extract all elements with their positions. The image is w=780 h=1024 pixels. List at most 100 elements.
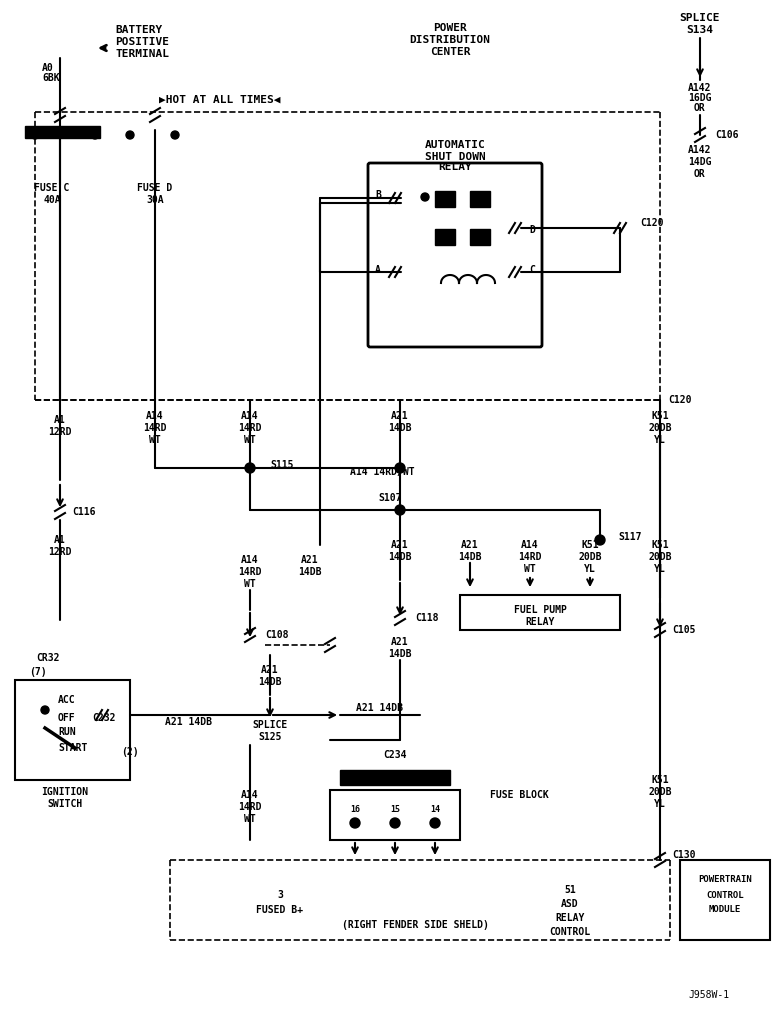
Bar xyxy=(460,595,620,630)
Text: S107: S107 xyxy=(378,493,402,503)
Text: 16: 16 xyxy=(350,806,360,814)
Text: A142: A142 xyxy=(688,83,711,93)
Text: FUSE BLOCK: FUSE BLOCK xyxy=(490,790,549,800)
Bar xyxy=(470,229,490,245)
Text: C105: C105 xyxy=(672,625,696,635)
Text: A21 14DB: A21 14DB xyxy=(165,717,212,727)
Text: K51: K51 xyxy=(651,411,668,421)
Text: CONTROL: CONTROL xyxy=(706,891,744,899)
Text: TERMINAL: TERMINAL xyxy=(115,49,169,59)
Text: 14: 14 xyxy=(430,806,440,814)
Text: (2): (2) xyxy=(121,746,139,757)
Text: YL: YL xyxy=(584,564,596,574)
Text: 12RD: 12RD xyxy=(48,547,72,557)
Text: 14RD: 14RD xyxy=(238,567,262,577)
Circle shape xyxy=(41,706,49,714)
Circle shape xyxy=(126,131,134,139)
Text: A: A xyxy=(375,265,381,275)
Text: A142: A142 xyxy=(688,145,711,155)
Text: YL: YL xyxy=(654,799,666,809)
Text: 51: 51 xyxy=(564,885,576,895)
Bar xyxy=(435,191,455,207)
Text: B: B xyxy=(375,190,381,200)
Text: A14: A14 xyxy=(521,540,539,550)
Text: IGNITION: IGNITION xyxy=(41,787,88,797)
Text: DISTRIBUTION: DISTRIBUTION xyxy=(410,35,491,45)
Text: C118: C118 xyxy=(415,613,438,623)
Text: CENTER: CENTER xyxy=(430,47,470,57)
Text: POSITIVE: POSITIVE xyxy=(115,37,169,47)
Text: 14RD: 14RD xyxy=(238,802,262,812)
Circle shape xyxy=(350,818,360,828)
Text: C234: C234 xyxy=(383,750,406,760)
Text: 30A: 30A xyxy=(146,195,164,205)
Circle shape xyxy=(390,818,400,828)
Text: FUSE D: FUSE D xyxy=(137,183,172,193)
Text: A14: A14 xyxy=(146,411,164,421)
Text: 14DB: 14DB xyxy=(388,552,412,562)
Circle shape xyxy=(430,818,440,828)
Text: RUN: RUN xyxy=(58,727,76,737)
Text: WT: WT xyxy=(244,435,256,445)
Text: 3: 3 xyxy=(277,890,283,900)
Text: A21: A21 xyxy=(461,540,479,550)
Bar xyxy=(470,191,490,207)
Circle shape xyxy=(91,131,99,139)
Text: 14RD: 14RD xyxy=(144,423,167,433)
Text: FUSE C: FUSE C xyxy=(34,183,69,193)
Text: BATTERY: BATTERY xyxy=(115,25,162,35)
Text: WT: WT xyxy=(244,814,256,824)
Circle shape xyxy=(395,463,405,473)
Text: SPLICE: SPLICE xyxy=(679,13,720,23)
Text: 14RD: 14RD xyxy=(238,423,262,433)
Text: K51: K51 xyxy=(651,540,668,550)
Circle shape xyxy=(171,131,179,139)
Text: C108: C108 xyxy=(265,630,289,640)
Text: OFF: OFF xyxy=(58,713,76,723)
Text: START: START xyxy=(58,743,87,753)
Text: D: D xyxy=(529,225,535,234)
Bar xyxy=(435,229,455,245)
Bar xyxy=(330,790,460,840)
Text: A14 14RD/WT: A14 14RD/WT xyxy=(350,467,415,477)
Bar xyxy=(340,770,450,785)
Text: A1: A1 xyxy=(54,535,66,545)
Text: A14: A14 xyxy=(241,790,259,800)
Text: OR: OR xyxy=(694,103,706,113)
Text: A14: A14 xyxy=(241,555,259,565)
Text: K51: K51 xyxy=(651,775,668,785)
Text: 14DB: 14DB xyxy=(258,677,282,687)
Circle shape xyxy=(31,131,39,139)
Text: 20DB: 20DB xyxy=(648,787,672,797)
Text: A21: A21 xyxy=(392,411,409,421)
Text: K51: K51 xyxy=(581,540,599,550)
Text: A0: A0 xyxy=(42,63,54,73)
Text: 14DB: 14DB xyxy=(459,552,482,562)
Circle shape xyxy=(245,463,255,473)
Text: S125: S125 xyxy=(258,732,282,742)
Text: POWER: POWER xyxy=(433,23,467,33)
Text: FUEL PUMP: FUEL PUMP xyxy=(513,605,566,615)
Text: RELAY: RELAY xyxy=(525,617,555,627)
Text: C232: C232 xyxy=(92,713,115,723)
Text: C120: C120 xyxy=(640,218,664,228)
Bar xyxy=(680,860,770,940)
Text: 12RD: 12RD xyxy=(48,427,72,437)
Text: 14RD: 14RD xyxy=(518,552,542,562)
Text: A21: A21 xyxy=(392,637,409,647)
Text: RELAY: RELAY xyxy=(438,162,472,172)
Text: A21: A21 xyxy=(301,555,319,565)
Text: MODULE: MODULE xyxy=(709,905,741,914)
Text: ▶HOT AT ALL TIMES◀: ▶HOT AT ALL TIMES◀ xyxy=(159,95,281,105)
Text: (7): (7) xyxy=(29,667,47,677)
Text: SWITCH: SWITCH xyxy=(48,799,83,809)
Text: WT: WT xyxy=(149,435,161,445)
Text: A21: A21 xyxy=(392,540,409,550)
Text: 15: 15 xyxy=(390,806,400,814)
Text: 6BK: 6BK xyxy=(42,73,59,83)
Text: YL: YL xyxy=(654,564,666,574)
Text: S117: S117 xyxy=(618,532,641,542)
Text: 16DG: 16DG xyxy=(688,93,711,103)
Text: S115: S115 xyxy=(270,460,293,470)
Text: CONTROL: CONTROL xyxy=(549,927,590,937)
